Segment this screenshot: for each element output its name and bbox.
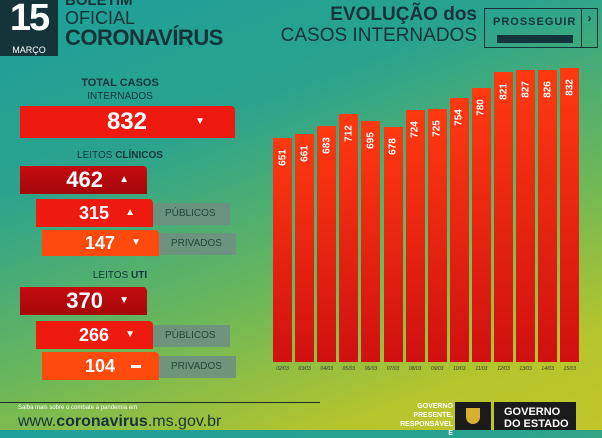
trend-down-icon: ▼ — [131, 237, 141, 248]
chevron-right-icon: › — [581, 9, 597, 47]
date-month: MARÇO — [0, 44, 58, 56]
gov-name-2: DO ESTADO — [504, 418, 569, 430]
uti-publicos-value: 266 — [78, 325, 109, 345]
bulletin-line3: CORONAVÍRUS — [65, 25, 223, 50]
state-coat-of-arms — [455, 402, 491, 430]
bar-07/03: 678 — [383, 127, 403, 362]
trend-stable-icon: ▬ — [131, 360, 141, 371]
bar-value-label: 651 — [277, 149, 288, 166]
url-part-a: www. — [18, 413, 57, 430]
x-tick-label: 05/03 — [342, 366, 356, 372]
bar-value-label: 832 — [564, 79, 576, 96]
gov-slogan: GOVERNO PRESENTE, RESPONSÁVEL E — [400, 403, 453, 437]
trend-up-icon: ▲ — [119, 174, 129, 185]
bar-value-label: 695 — [365, 132, 377, 149]
bar-value-label: 827 — [520, 80, 532, 98]
footer-note: Saiba mais sobre o combate à pandemia em — [18, 405, 138, 411]
bar-value-label: 661 — [299, 145, 311, 162]
gov-name-1: GOVERNO — [504, 406, 561, 418]
trend-down-icon: ▼ — [119, 295, 129, 306]
footer-url: www.coronavirus.ms.gov.br — [18, 413, 221, 431]
bar-04/03: 683 — [317, 125, 337, 362]
bar-15/03: 832 — [560, 67, 580, 362]
trend-up-icon: ▲ — [125, 207, 135, 218]
x-tick-label: 14/03 — [541, 366, 554, 372]
uti-publicos-box: 266 ▼ — [36, 321, 153, 349]
bar-value-label: 826 — [542, 81, 554, 99]
total-value: 832 — [106, 108, 147, 135]
bar-03/03: 661 — [295, 134, 315, 362]
url-part-b: coronavirus — [56, 413, 148, 430]
clinicos-value: 462 — [66, 167, 103, 192]
date-day: 15 — [0, 0, 58, 44]
bulletin-line1: BOLETIM — [65, 0, 133, 9]
logo-text: PROSSEGUIR — [493, 16, 577, 28]
total-label-1: TOTAL CASOS — [81, 77, 159, 89]
clinicos-privados-value: 147 — [84, 233, 115, 253]
x-tick-label: 02/03 — [276, 366, 289, 372]
x-tick-label: 11/03 — [475, 366, 488, 372]
clinicos-publicos-label: PÚBLICOS — [153, 203, 230, 225]
uti-privados-value: 104 — [84, 356, 115, 376]
bar-value-label: 712 — [343, 125, 355, 143]
bar-11/03: 780 — [471, 88, 491, 362]
total-label-2: INTERNADOS — [87, 91, 153, 102]
bar-value-label: 821 — [498, 83, 509, 100]
bar-value-label: 724 — [409, 120, 421, 138]
x-tick-label: 07/03 — [386, 366, 400, 372]
clinicos-publicos-value: 315 — [78, 203, 109, 223]
bar-02/03: 651 — [273, 137, 292, 362]
bar-value-label: 683 — [321, 136, 333, 154]
x-tick-label: 06/03 — [364, 366, 378, 372]
uti-label-b: UTI — [131, 270, 148, 281]
clinicos-label-a: LEITOS — [77, 150, 116, 161]
bulletin-line2: OFICIAL — [65, 8, 136, 28]
bar-value-label: 678 — [387, 138, 399, 156]
bar-05/03: 712 — [339, 114, 359, 362]
uti-label: LEITOS UTI — [20, 270, 220, 282]
trend-down-icon: ▼ — [195, 116, 205, 127]
x-tick-label: 15/03 — [563, 366, 577, 372]
uti-publicos-label: PÚBLICOS — [153, 325, 230, 347]
uti-privados-label: PRIVADOS — [159, 356, 236, 378]
x-tick-label: 10/03 — [453, 366, 466, 372]
chart-title-line1: EVOLUÇÃO dos — [330, 4, 477, 25]
uti-value: 370 — [66, 288, 103, 313]
chart-title-line2: CASOS INTERNADOS — [280, 25, 477, 46]
x-tick-label: 12/03 — [497, 366, 510, 372]
clinicos-label-b: CLÍNICOS — [115, 150, 163, 161]
uti-total-box: 370 ▼ — [20, 287, 147, 315]
logo-subtitle-bar — [497, 35, 573, 43]
total-value-box: 832 ▼ — [20, 106, 235, 138]
prosseguir-logo: PROSSEGUIR › — [484, 8, 598, 48]
uti-privados-box: 104 ▬ — [42, 352, 159, 380]
shield-icon — [466, 408, 480, 424]
bar-value-label: 754 — [453, 109, 465, 126]
x-tick-label: 04/03 — [320, 366, 333, 372]
bar-06/03: 695 — [361, 120, 381, 362]
url-part-c: .ms.gov.br — [147, 413, 222, 430]
x-tick-label: 09/03 — [430, 366, 444, 372]
uti-label-a: LEITOS — [92, 270, 132, 281]
footer-website: Saiba mais sobre o combate à pandemia em… — [0, 402, 320, 430]
bar-10/03: 754 — [449, 98, 469, 362]
bar-12/03: 821 — [494, 72, 513, 362]
clinicos-label: LEITOS CLÍNICOS — [20, 150, 220, 162]
clinicos-privados-box: 147 ▼ — [42, 230, 159, 256]
clinicos-total-box: 462 ▲ — [20, 166, 147, 194]
bar-value-label: 780 — [475, 99, 487, 116]
bar-09/03: 725 — [427, 109, 447, 362]
bar-13/03: 827 — [516, 69, 536, 362]
bar-value-label: 725 — [431, 120, 443, 138]
x-tick-label: 03/03 — [298, 366, 311, 372]
bar-08/03: 724 — [405, 109, 425, 362]
trend-down-icon: ▼ — [125, 329, 135, 340]
bar-14/03: 826 — [538, 70, 558, 362]
x-tick-label: 13/03 — [519, 366, 532, 372]
clinicos-privados-label: PRIVADOS — [159, 233, 236, 255]
gov-logo: GOVERNO DO ESTADO — [494, 402, 576, 430]
clinicos-publicos-box: 315 ▲ — [36, 199, 153, 227]
x-tick-label: 08/03 — [408, 366, 422, 372]
